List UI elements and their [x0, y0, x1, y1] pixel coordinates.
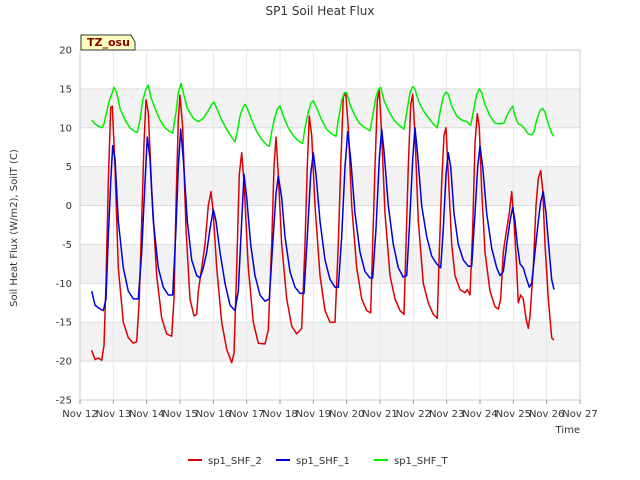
y-tick-label: -15 — [56, 318, 72, 329]
y-tick-label: -10 — [56, 279, 72, 290]
x-tick-label: Nov 16 — [196, 409, 231, 420]
plot-bands — [80, 50, 580, 400]
plot-band — [80, 283, 580, 323]
x-tick-label: Nov 23 — [429, 409, 464, 420]
chart-title: SP1 Soil Heat Flux — [266, 4, 375, 18]
x-tick-label: Nov 25 — [496, 409, 531, 420]
plot-band — [80, 88, 580, 128]
x-tick-label: Nov 12 — [62, 409, 97, 420]
y-tick-label: 15 — [59, 84, 72, 95]
plot-band — [80, 127, 580, 167]
legend: sp1_SHF_2 sp1_SHF_1 sp1_SHF_T — [188, 456, 449, 467]
series-line-sp1_SHF_T — [91, 82, 555, 148]
x-tick-label: Nov 24 — [462, 409, 497, 420]
y-axis-label: Soil Heat Flux (W/m2), SoilT (C) — [9, 149, 20, 307]
x-axis-label: Time — [555, 425, 580, 436]
x-tick-label: Nov 27 — [562, 409, 597, 420]
tz-annotation-label: TZ_osu — [87, 36, 130, 49]
y-tick-label: 0 — [66, 201, 72, 212]
x-tick-label: Nov 26 — [529, 409, 564, 420]
series-line-sp1_SHF_2 — [90, 89, 555, 364]
x-tick-label: Nov 15 — [162, 409, 197, 420]
y-tick-label: 20 — [59, 46, 72, 57]
legend-label: sp1_SHF_2 — [208, 456, 262, 467]
tz-annotation: TZ_osu — [80, 34, 136, 51]
series-layer — [90, 82, 555, 364]
series-line-sp1_SHF_1 — [90, 127, 555, 312]
plot-band — [80, 361, 580, 400]
x-tick-label: Nov 22 — [396, 409, 431, 420]
x-tick-label: Nov 14 — [129, 409, 164, 420]
plot-band — [80, 322, 580, 362]
x-tick-label: Nov 20 — [329, 409, 364, 420]
y-tick-label: 5 — [66, 162, 72, 173]
plot-frame — [79, 49, 581, 401]
y-tick-label: -20 — [56, 357, 72, 368]
x-tick-label: Nov 13 — [96, 409, 131, 420]
x-tick-label: Nov 18 — [262, 409, 297, 420]
y-tick-label: 10 — [59, 123, 72, 134]
x-tick-label: Nov 19 — [296, 409, 331, 420]
tz-annotation-box — [80, 34, 136, 51]
plot-band — [80, 205, 580, 245]
plot-band — [80, 50, 580, 89]
y-tick-label: -25 — [56, 396, 72, 407]
plot-band — [80, 166, 580, 206]
legend-label: sp1_SHF_1 — [296, 456, 350, 467]
y-tick-label: -5 — [62, 240, 72, 251]
legend-label: sp1_SHF_T — [394, 456, 449, 467]
y-axis-ticks: -25 -20 -15 -10 -5 0 5 10 15 20 — [56, 46, 72, 407]
x-tick-label: Nov 17 — [229, 409, 264, 420]
x-tick-label: Nov 21 — [362, 409, 397, 420]
